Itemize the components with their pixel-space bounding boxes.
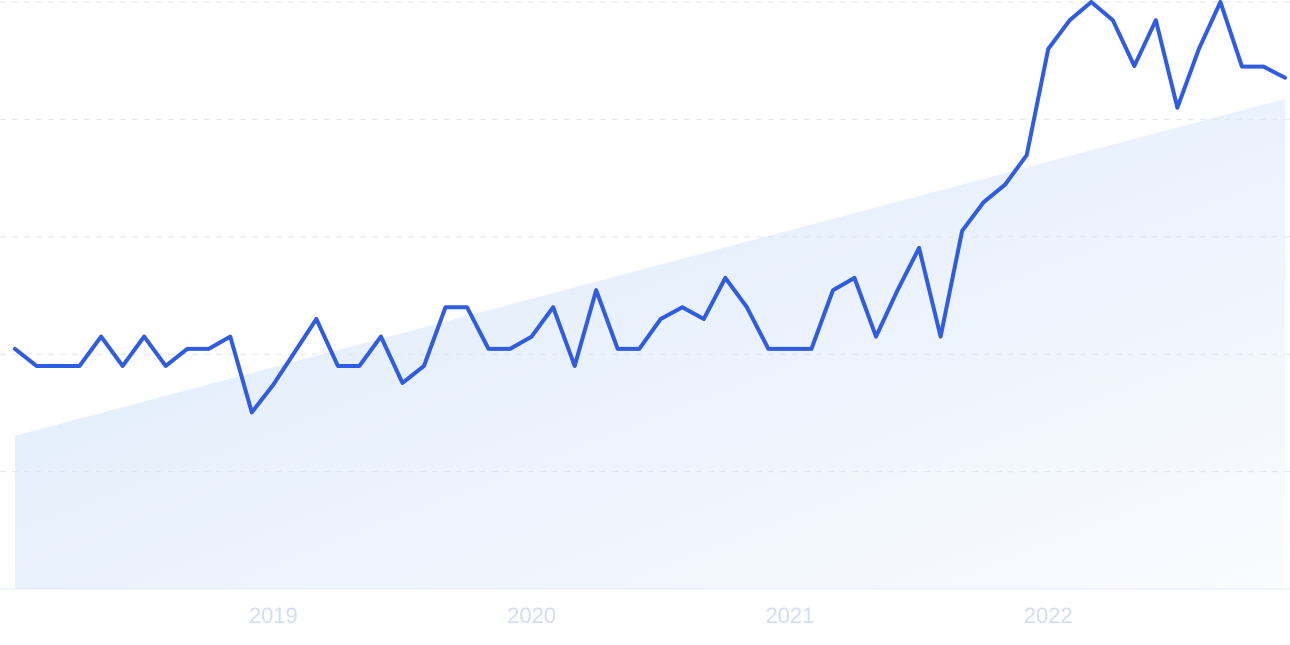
trend-area: [15, 98, 1285, 589]
x-tick-label: 2022: [1024, 603, 1073, 628]
x-tick-label: 2019: [249, 603, 298, 628]
line: [13, 0, 1287, 415]
x-tick-label: 2021: [765, 603, 814, 628]
x-tick-label: 2020: [507, 603, 556, 628]
